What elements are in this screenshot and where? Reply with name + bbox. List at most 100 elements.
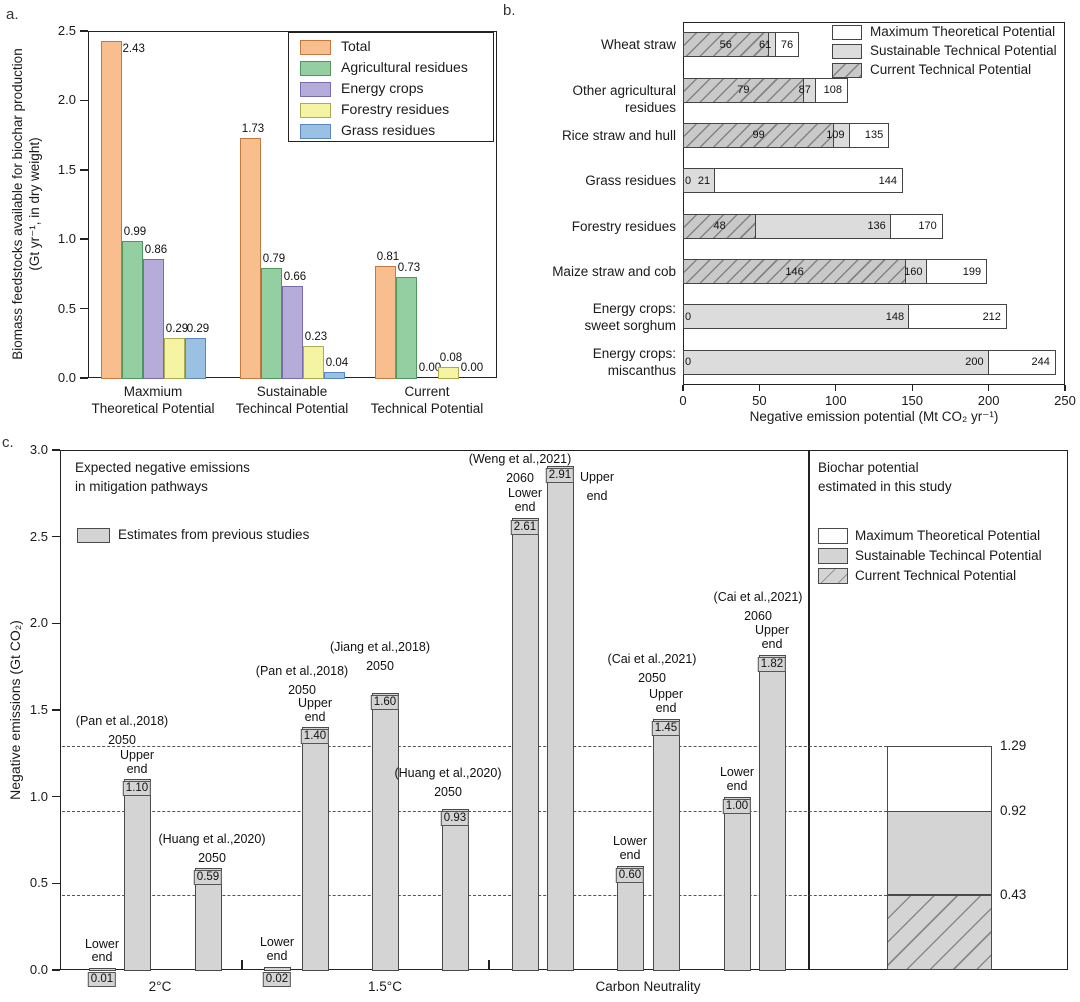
value-sustainable: 148: [885, 310, 905, 323]
bar-value-label: 0.81: [376, 250, 400, 263]
group-label: Carbon Neutrality: [595, 979, 701, 994]
y-tick-label: 0.5: [29, 875, 48, 891]
legend-swatch-5: [300, 124, 331, 139]
bar-value-label: 0.00: [418, 362, 442, 374]
y-tick: [80, 30, 88, 32]
study-annotation: (Pan et al.,2018) 2050: [222, 662, 382, 700]
dashed-reference-line: [62, 895, 887, 897]
panel-b-x-axis-title: Negative emission potential (Mt CO₂ yr⁻¹…: [749, 409, 999, 424]
annotation-line: end: [726, 778, 748, 793]
study-bar: [263, 966, 291, 971]
y-tick-label: 2.5: [29, 528, 48, 544]
y-tick: [80, 377, 88, 379]
panel-c-note: Expected negative emissions in mitigation…: [75, 458, 250, 496]
value-sustainable: 61: [758, 38, 772, 51]
value-sustainable: 160: [904, 265, 923, 278]
bar-agricultural-residues: [395, 276, 417, 379]
study-bar: [441, 808, 469, 971]
legend-label: Maximum Theoretical Potential: [870, 24, 1056, 39]
x-category-line: Technical Potential: [370, 401, 484, 416]
row-label: Wheat straw: [540, 36, 676, 53]
x-tick-label: 150: [901, 393, 924, 408]
bar-value-box: 0.93: [440, 810, 470, 826]
value-current: 48: [713, 220, 726, 233]
legend-label: Current Technical Potential: [870, 62, 1032, 77]
row-label: Other agricultural residues: [540, 82, 676, 116]
panel-b-plot-frame: [683, 22, 1065, 385]
study-bar: [511, 517, 539, 971]
bar-value-box: 2.91: [545, 467, 575, 483]
study-bar: [194, 867, 222, 971]
bar-forestry-residues: [163, 337, 185, 379]
study-annotation: (Jiang et al.,2018) 2050: [300, 638, 460, 676]
study-bar: [758, 654, 786, 971]
annotation-line: end: [655, 700, 677, 715]
legend-swatch-sustainable: [832, 44, 862, 59]
y-tick-label: 1.5: [57, 161, 76, 177]
x-tick: [682, 385, 684, 391]
bar-value-label: 0.29: [165, 322, 189, 335]
x-category-label: Maxmium Theoretical Potential: [58, 383, 248, 417]
row-label-line: Rice straw and hull: [561, 127, 676, 143]
bar-end-annotation: Upper end: [92, 748, 182, 777]
row-label-line: Maize straw and cob: [552, 264, 676, 280]
y-axis-title-line: (Gt yr⁻¹, in dry weight): [27, 137, 42, 271]
bar-value-box: 2.61: [510, 519, 540, 535]
y-tick-label: 2.0: [57, 92, 76, 108]
bar-value-box: 1.45: [651, 720, 681, 736]
x-category-line: Current: [404, 384, 450, 399]
bar-end-annotation: Lower end: [692, 765, 782, 794]
study-annotation: (Weng et al.,2021) 2060: [440, 450, 600, 488]
bar-value-label: 0.99: [123, 225, 147, 238]
bar-value-label: 2.43: [122, 42, 145, 55]
legend-swatch-sustainable: [818, 548, 848, 564]
study-annotation: (Huang et al.,2020) 2050: [132, 830, 292, 868]
annotation-line: 2050: [288, 683, 316, 697]
y-tick: [52, 795, 60, 798]
x-tick: [1064, 385, 1066, 391]
y-tick: [52, 535, 60, 538]
study-bar: [723, 796, 751, 971]
annotation-line: 2050: [434, 785, 462, 799]
annotation-line: Lower: [507, 486, 543, 500]
row-label-line: Energy crops:: [592, 300, 676, 316]
annotation-line: Lower: [84, 936, 120, 951]
bar-value-label: 0.08: [439, 351, 463, 364]
bar-value-box: 0.60: [615, 868, 645, 883]
study-annotation: Upper end: [517, 468, 677, 506]
row-label-line: Grass residues: [585, 173, 676, 189]
group-label: 2°C: [148, 979, 172, 994]
annotation-line: (Huang et al.,2020): [394, 766, 502, 780]
bar-end-annotation: Upper end: [270, 696, 360, 725]
bar-value-label: 0.04: [325, 357, 349, 370]
legend-swatch-1: [300, 40, 331, 55]
annotation-line: 2050: [638, 671, 666, 685]
annotation-line: 2050: [108, 733, 136, 747]
bar-value-label: 0.79: [262, 253, 286, 266]
annotation-line: end: [126, 761, 148, 776]
group-separator-tick: [488, 960, 490, 970]
annotation-line: end: [514, 499, 536, 514]
x-tick-label: 250: [1054, 393, 1076, 408]
right-title-line: estimated in this study: [818, 479, 952, 494]
dashed-reference-line: [62, 746, 887, 748]
y-tick: [52, 709, 60, 711]
y-tick: [52, 969, 60, 971]
legend-swatch-max: [832, 25, 862, 40]
value-maximum: 144: [878, 174, 898, 187]
x-tick: [911, 385, 913, 391]
value-current: 79: [737, 84, 750, 97]
bar-value-label: 0.23: [304, 331, 328, 344]
x-tick-label: 200: [977, 393, 1000, 408]
value-current: 0: [685, 174, 692, 187]
value-maximum: 108: [823, 84, 843, 97]
stacked-bar-value-label: 0.43: [1000, 887, 1027, 903]
bar-current: [683, 259, 907, 285]
row-label: Grass residues: [540, 172, 676, 189]
value-maximum: 76: [780, 38, 794, 51]
row-label-line: Forestry residues: [571, 218, 676, 234]
x-tick: [988, 385, 990, 391]
value-maximum: 212: [982, 310, 1001, 323]
bar-sustainable: [683, 168, 716, 194]
